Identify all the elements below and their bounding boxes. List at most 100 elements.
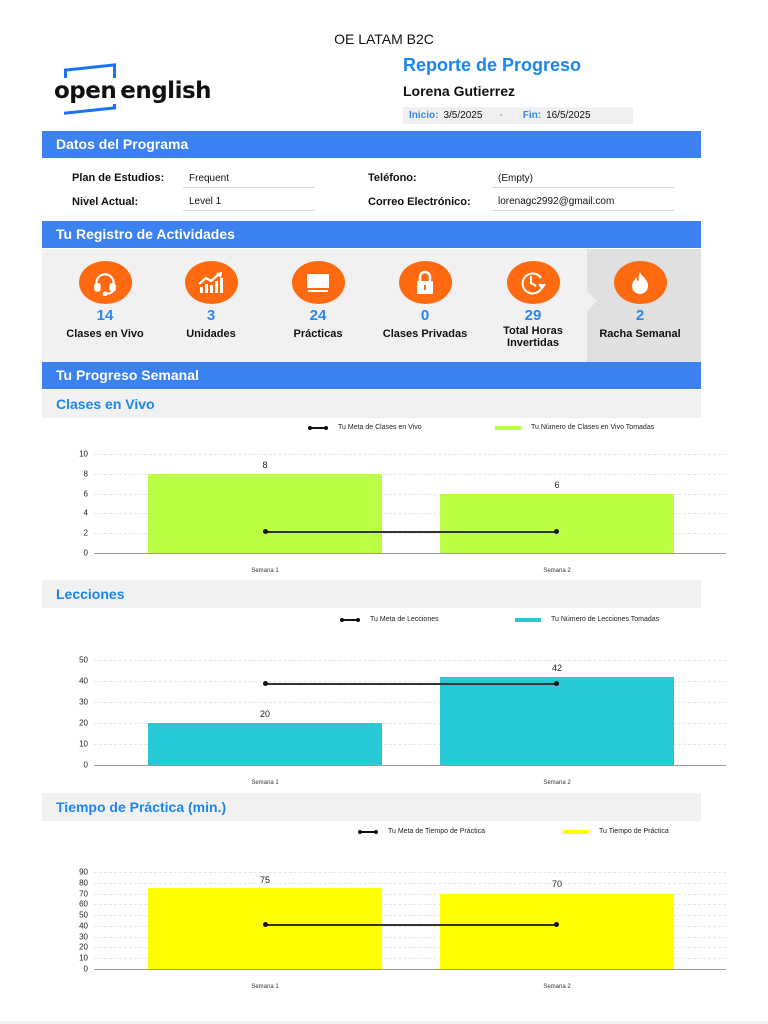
live-classes-chart-title: Clases en Vivo [42,390,701,418]
bar-semana-1 [148,888,382,969]
data-label: 70 [551,879,562,890]
y-tick: 20 [79,942,88,952]
legend-label: Tu Número de Lecciones Tomadas [551,616,660,623]
activity-practices: 24 Prácticas [263,261,373,340]
study-plan-label: Plan de Estudios: [72,172,165,184]
legend-label: Tu Número de Clases en Vivo Tomadas [531,424,655,431]
data-label: 75 [259,874,270,885]
activity-total-hours: 29 Total Horas Invertidas [478,261,588,349]
student-name: Lorena Gutierrez [403,83,516,99]
private-classes-count: 0 [420,307,430,324]
current-level-value: Level 1 [183,196,315,211]
legend-label: Tu Meta de Clases en Vivo [338,424,422,431]
x-label: Semana 1 [251,568,279,574]
practice-time-chart-title: Tiempo de Práctica (min.) [42,793,701,821]
phone-label: Teléfono: [368,172,417,184]
y-tick: 30 [79,932,88,942]
headset-icon [78,261,132,304]
end-date-label: Fin: [522,110,542,121]
logo-text-open: open [54,78,121,104]
bar-semana-2 [440,893,674,969]
y-tick: 10 [79,449,88,459]
total-hours-count: 29 [524,307,542,324]
activity-live-classes: 14 Clases en Vivo [50,261,160,340]
y-tick: 10 [79,953,88,963]
x-label: Semana 1 [251,780,279,786]
y-tick: 60 [79,899,88,909]
practice-time-goal-legend: Tu Meta de Tiempo de Práctica [358,828,485,835]
goal-line [263,681,559,687]
data-label: 6 [554,479,560,490]
flame-icon [613,261,667,304]
bar-semana-1 [148,723,382,765]
legend-label: Tu Meta de Lecciones [370,616,439,623]
company-name: OE LATAM B2C [334,31,434,47]
y-tick: 70 [79,889,88,899]
data-label: 42 [551,662,562,673]
end-date-value: 16/5/2025 [546,110,591,121]
bar-semana-2 [440,493,674,553]
legend-label: Tu Tiempo de Práctica [599,828,669,835]
date-separator: - [499,110,503,121]
y-tick: 10 [79,739,88,749]
monitor-icon [291,261,345,304]
y-tick: 40 [79,676,88,686]
activities-panel: 14 Clases en Vivo 3 Unidades 24 Práctica… [42,249,701,362]
bar-swatch [495,425,521,430]
lessons-chart-title: Lecciones [42,580,701,608]
live-classes-chart: 10 8 6 4 2 0 8 6 Semana 1 Semana 2 [60,450,728,576]
lessons-chart: 50 40 30 20 10 0 20 42 Semana 1 Semana 2 [60,656,728,788]
goal-line-swatch [340,617,360,622]
logo-text-english: english [120,78,212,104]
y-tick: 20 [79,718,88,728]
program-section-header: Datos del Programa [42,131,701,158]
growth-chart-icon [184,261,238,304]
y-tick: 2 [83,528,88,538]
data-label: 20 [259,708,270,719]
units-count: 3 [206,307,216,324]
units-label: Unidades [186,328,236,340]
practices-count: 24 [309,307,327,324]
start-date-value: 3/5/2025 [443,110,483,121]
streak-pointer [587,291,597,311]
current-level-label: Nivel Actual: [72,196,139,208]
y-tick: 6 [83,489,88,499]
study-plan-value: Frequent [183,173,315,188]
y-tick: 40 [79,921,88,931]
activity-units: 3 Unidades [156,261,266,340]
x-label: Semana 2 [543,780,571,786]
y-tick: 80 [79,878,88,888]
lessons-goal-legend: Tu Meta de Lecciones [340,616,439,623]
y-tick: 8 [83,469,88,479]
activity-private-classes: 0 Clases Privadas [370,261,480,340]
total-hours-label: Total Horas Invertidas [503,325,563,349]
goal-line [263,529,559,535]
activities-section-header: Tu Registro de Actividades [42,221,701,248]
x-label: Semana 2 [543,568,571,574]
y-tick: 30 [79,697,88,707]
live-classes-bar-legend: Tu Número de Clases en Vivo Tomadas [495,424,654,431]
email-label: Correo Electrónico: [368,196,471,208]
goal-line [263,921,559,927]
start-date-label: Inicio: [409,110,439,121]
data-label: 8 [262,459,268,470]
page-bottom-border [0,1021,768,1024]
weekly-progress-header: Tu Progreso Semanal [42,362,701,389]
practice-time-bar-legend: Tu Tiempo de Práctica [563,828,669,835]
practice-time-chart: 90 80 70 60 50 40 30 20 10 0 75 70 Seman… [60,868,728,992]
activity-weekly-streak: 2 Racha Semanal [585,261,695,340]
bar-semana-2 [440,676,674,765]
live-classes-label: Clases en Vivo [66,328,144,340]
private-classes-label: Clases Privadas [382,328,468,340]
legend-label: Tu Meta de Tiempo de Práctica [388,828,486,835]
lock-icon [398,261,452,304]
goal-line-swatch [308,425,328,430]
open-english-logo: open english [54,63,224,116]
phone-value: (Empty) [492,173,674,188]
email-value: lorenagc2992@gmail.com [492,196,674,211]
y-tick: 50 [79,655,88,665]
y-tick: 0 [83,964,88,974]
goal-line-swatch [358,829,378,834]
bar-swatch [563,829,589,834]
x-label: Semana 2 [543,984,571,990]
